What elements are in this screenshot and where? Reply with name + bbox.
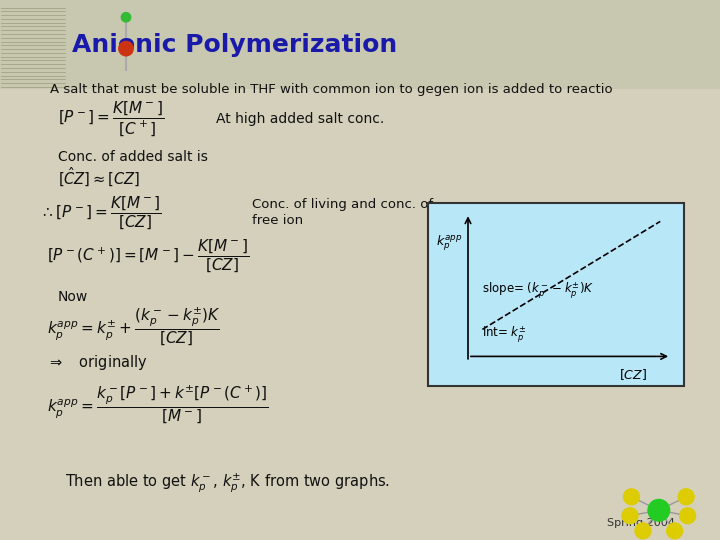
Text: slope= $(k_p^- - k_p^{\pm})K$: slope= $(k_p^- - k_p^{\pm})K$ (482, 280, 595, 301)
Ellipse shape (118, 40, 134, 57)
Bar (0, 0, 720, 89)
Ellipse shape (647, 499, 670, 522)
Text: At high added salt conc.: At high added salt conc. (216, 112, 384, 126)
Ellipse shape (679, 507, 696, 524)
Text: $k_p^{app} = \dfrac{k_p^-[P^-] + k^{\pm}[P^-(C^+)]}{[M^-]}$: $k_p^{app} = \dfrac{k_p^-[P^-] + k^{\pm}… (47, 384, 269, 426)
Ellipse shape (621, 507, 639, 524)
Ellipse shape (634, 522, 652, 539)
Text: $[P^-] = \dfrac{K[M^-]}{[C^+]}$: $[P^-] = \dfrac{K[M^-]}{[C^+]}$ (58, 99, 164, 138)
Text: Anionic Polymerization: Anionic Polymerization (72, 32, 397, 57)
Text: Spring 2004: Spring 2004 (607, 518, 675, 528)
Text: $\Rightarrow$   originally: $\Rightarrow$ originally (47, 353, 148, 373)
Ellipse shape (623, 488, 640, 505)
Text: $[CZ]$: $[CZ]$ (619, 367, 647, 382)
Ellipse shape (666, 522, 683, 539)
Text: free ion: free ion (252, 214, 303, 227)
Ellipse shape (678, 488, 695, 505)
Bar (428, 202, 684, 386)
Text: $\therefore [P^-] = \dfrac{K[M^-]}{[CZ]}$: $\therefore [P^-] = \dfrac{K[M^-]}{[CZ]}… (40, 195, 161, 232)
Text: A salt that must be soluble in THF with common ion to gegen ion is added to reac: A salt that must be soluble in THF with … (50, 83, 613, 96)
Text: $k_p^{app} = k_p^{\pm} + \dfrac{(k_p^- - k_p^{\pm})K}{[CZ]}$: $k_p^{app} = k_p^{\pm} + \dfrac{(k_p^- -… (47, 306, 221, 348)
Text: int= $k_p^{\pm}$: int= $k_p^{\pm}$ (482, 325, 527, 345)
Text: $k_p^{app}$: $k_p^{app}$ (436, 233, 462, 253)
Text: $[P^-(C^+)] = [M^-] - \dfrac{K[M^-]}{[CZ]}$: $[P^-(C^+)] = [M^-] - \dfrac{K[M^-]}{[CZ… (47, 238, 249, 275)
Text: $[\hat{C}Z] \approx [CZ]$: $[\hat{C}Z] \approx [CZ]$ (58, 165, 140, 189)
Text: Now: Now (58, 290, 88, 304)
Text: Then able to get $k_p^-$, $k_p^{\pm}$, K from two graphs.: Then able to get $k_p^-$, $k_p^{\pm}$, K… (65, 471, 390, 495)
Text: Conc. of living and conc. of: Conc. of living and conc. of (252, 198, 433, 211)
Ellipse shape (120, 12, 131, 23)
Text: Conc. of added salt is: Conc. of added salt is (58, 150, 207, 164)
